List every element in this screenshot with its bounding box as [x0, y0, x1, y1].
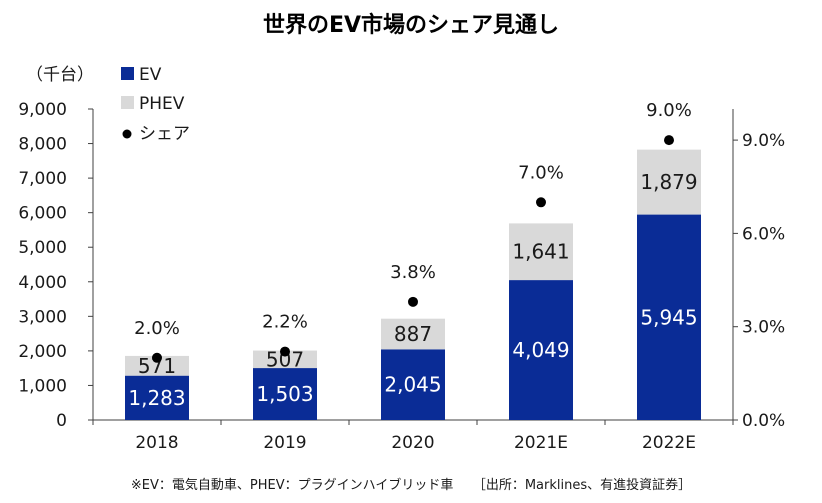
- left-tick-label: 3,000: [18, 307, 67, 327]
- footnote: ※EV：電気自動車、PHEV：プラグインハイブリッド車 ［出所：Markline…: [131, 477, 691, 493]
- ev-bar: [509, 280, 573, 420]
- legend-label-share: シェア: [139, 124, 190, 144]
- legend-swatch-phev: [121, 96, 134, 109]
- share-value-label: 2.2%: [262, 312, 308, 333]
- share-value-label: 2.0%: [134, 318, 180, 339]
- legend-marker-share: [122, 129, 132, 139]
- share-marker: [152, 352, 162, 363]
- legend-label-phev: PHEV: [139, 94, 185, 114]
- ev-bar: [381, 349, 445, 420]
- share-marker: [536, 197, 546, 208]
- right-y-axis: 0.0% 3.0% 6.0% 9.0%: [732, 109, 785, 431]
- phev-value-label: 1,879: [640, 170, 697, 194]
- phev-value-label: 1,641: [512, 240, 569, 264]
- share-marker: [408, 296, 418, 307]
- legend-label-ev: EV: [139, 65, 162, 85]
- share-value-label: 9.0%: [646, 100, 692, 121]
- left-tick-label: 9,000: [18, 100, 67, 120]
- x-tick-label: 2021E: [514, 433, 568, 453]
- ev-bar: [637, 214, 701, 420]
- left-tick-label: 1,000: [18, 376, 67, 396]
- left-tick-label: 2,000: [18, 342, 67, 362]
- phev-bar: [125, 355, 189, 376]
- bar-series: 1,2835711,5035072,0458874,0491,6415,9451…: [125, 149, 701, 420]
- left-tick-label: 5,000: [18, 238, 67, 258]
- x-axis: 2018 2019 2020 2021E 2022E: [92, 419, 734, 453]
- share-marker: [664, 135, 674, 146]
- left-tick-label: 7,000: [18, 169, 67, 189]
- y-axis-unit-label: （千台）: [26, 65, 94, 85]
- x-tick-label: 2019: [263, 433, 306, 453]
- x-tick-label: 2022E: [642, 433, 696, 453]
- x-tick-label: 2020: [391, 433, 434, 453]
- ev-value-label: 2,045: [384, 373, 441, 397]
- ev-value-label: 1,283: [128, 386, 185, 410]
- ev-value-label: 1,503: [256, 382, 313, 406]
- legend: EV PHEV シェア: [121, 65, 190, 144]
- chart-title: 世界のEV市場のシェア見通し: [263, 12, 559, 38]
- phev-bar: [253, 350, 317, 369]
- left-tick-label: 6,000: [18, 204, 67, 224]
- ev-value-label: 4,049: [512, 338, 569, 362]
- phev-value-label: 887: [394, 322, 432, 346]
- x-tick-label: 2018: [135, 433, 178, 453]
- right-tick-label: 6.0%: [742, 224, 785, 244]
- ev-bar: [253, 368, 317, 420]
- ev-value-label: 5,945: [640, 305, 697, 329]
- share-marker: [280, 346, 290, 357]
- right-tick-label: 0.0%: [742, 411, 785, 431]
- phev-bar: [637, 149, 701, 215]
- share-markers: 2.0% 2.2% 3.8% 7.0% 9.0%: [134, 100, 692, 363]
- left-tick-label: 8,000: [18, 135, 67, 155]
- left-tick-label: 4,000: [18, 273, 67, 293]
- share-value-label: 7.0%: [518, 162, 564, 183]
- left-y-axis: 0 1,000 2,000 3,000 4,000 5,000 6,000 7,000 8,00…: [18, 100, 94, 431]
- ev-bar: [125, 375, 189, 420]
- phev-bar: [381, 318, 445, 350]
- phev-bar: [509, 223, 573, 281]
- left-tick-label: 0: [56, 411, 67, 431]
- legend-swatch-ev: [121, 67, 134, 80]
- right-tick-label: 9.0%: [742, 131, 785, 151]
- share-value-label: 3.8%: [390, 262, 436, 283]
- right-tick-label: 3.0%: [742, 318, 785, 338]
